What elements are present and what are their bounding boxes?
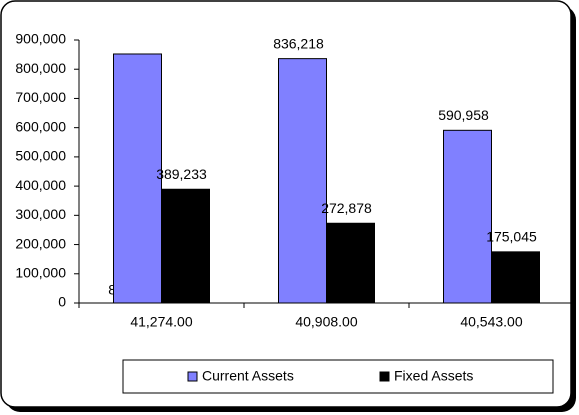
y-tick-label: 100,000	[15, 264, 66, 280]
bar	[491, 251, 540, 304]
data-label: 590,958	[438, 107, 489, 123]
y-tick-label: 400,000	[15, 177, 66, 193]
x-tick-label: 40,543.00	[460, 314, 522, 330]
data-label: 836,218	[273, 35, 324, 51]
bar	[113, 53, 162, 304]
data-label: 389,233	[156, 166, 207, 182]
bar	[443, 129, 492, 304]
bar	[161, 188, 210, 304]
y-tick-label: 600,000	[15, 118, 66, 134]
y-tick-label: 800,000	[15, 60, 66, 76]
y-tick-label: 0	[58, 294, 66, 310]
bar	[278, 58, 327, 304]
data-label: 272,878	[321, 200, 372, 216]
y-tick-label: 500,000	[15, 148, 66, 164]
data-label: 175,045	[486, 229, 537, 245]
legend-swatch	[187, 371, 198, 382]
legend-label: Current Assets	[202, 368, 294, 384]
y-tick-label: 700,000	[15, 89, 66, 105]
x-tick-label: 40,908.00	[295, 314, 357, 330]
legend-swatch	[379, 371, 390, 382]
bar	[326, 222, 375, 304]
legend-label: Fixed Assets	[394, 368, 473, 384]
x-tick-label: 41,274.00	[130, 314, 192, 330]
y-tick-label: 900,000	[15, 31, 66, 47]
y-tick-label: 300,000	[15, 206, 66, 222]
y-tick-label: 200,000	[15, 235, 66, 251]
